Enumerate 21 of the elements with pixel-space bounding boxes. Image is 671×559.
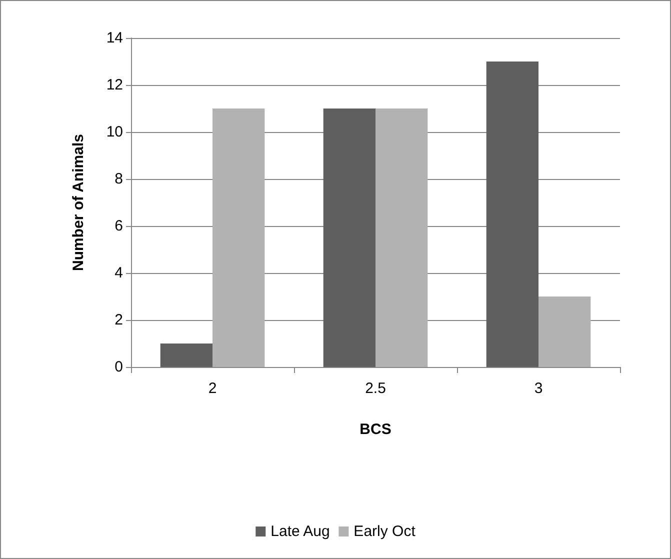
x-axis-title: BCS (360, 421, 392, 438)
x-tick-label: 2 (208, 380, 217, 397)
y-tick-label: 12 (106, 76, 123, 94)
legend-label: Early Oct (354, 523, 416, 540)
y-tick-label: 10 (106, 124, 123, 140)
bar (376, 108, 428, 367)
y-tick-label: 6 (114, 218, 123, 234)
y-tick-label: 0 (114, 358, 123, 376)
y-tick-label: 14 (106, 30, 123, 46)
y-axis-title: Number of Animals (70, 134, 87, 271)
x-tick-label: 2.5 (365, 380, 386, 397)
bar (486, 62, 538, 367)
x-tick-label: 3 (534, 380, 543, 397)
bar (323, 108, 376, 367)
legend-label: Late Aug (270, 523, 330, 540)
bar (212, 108, 265, 367)
y-tick-label: 4 (114, 264, 123, 282)
y-tick-label: 2 (114, 312, 123, 328)
y-tick-label: 8 (114, 170, 123, 188)
bar (160, 344, 212, 367)
bar (538, 296, 591, 367)
